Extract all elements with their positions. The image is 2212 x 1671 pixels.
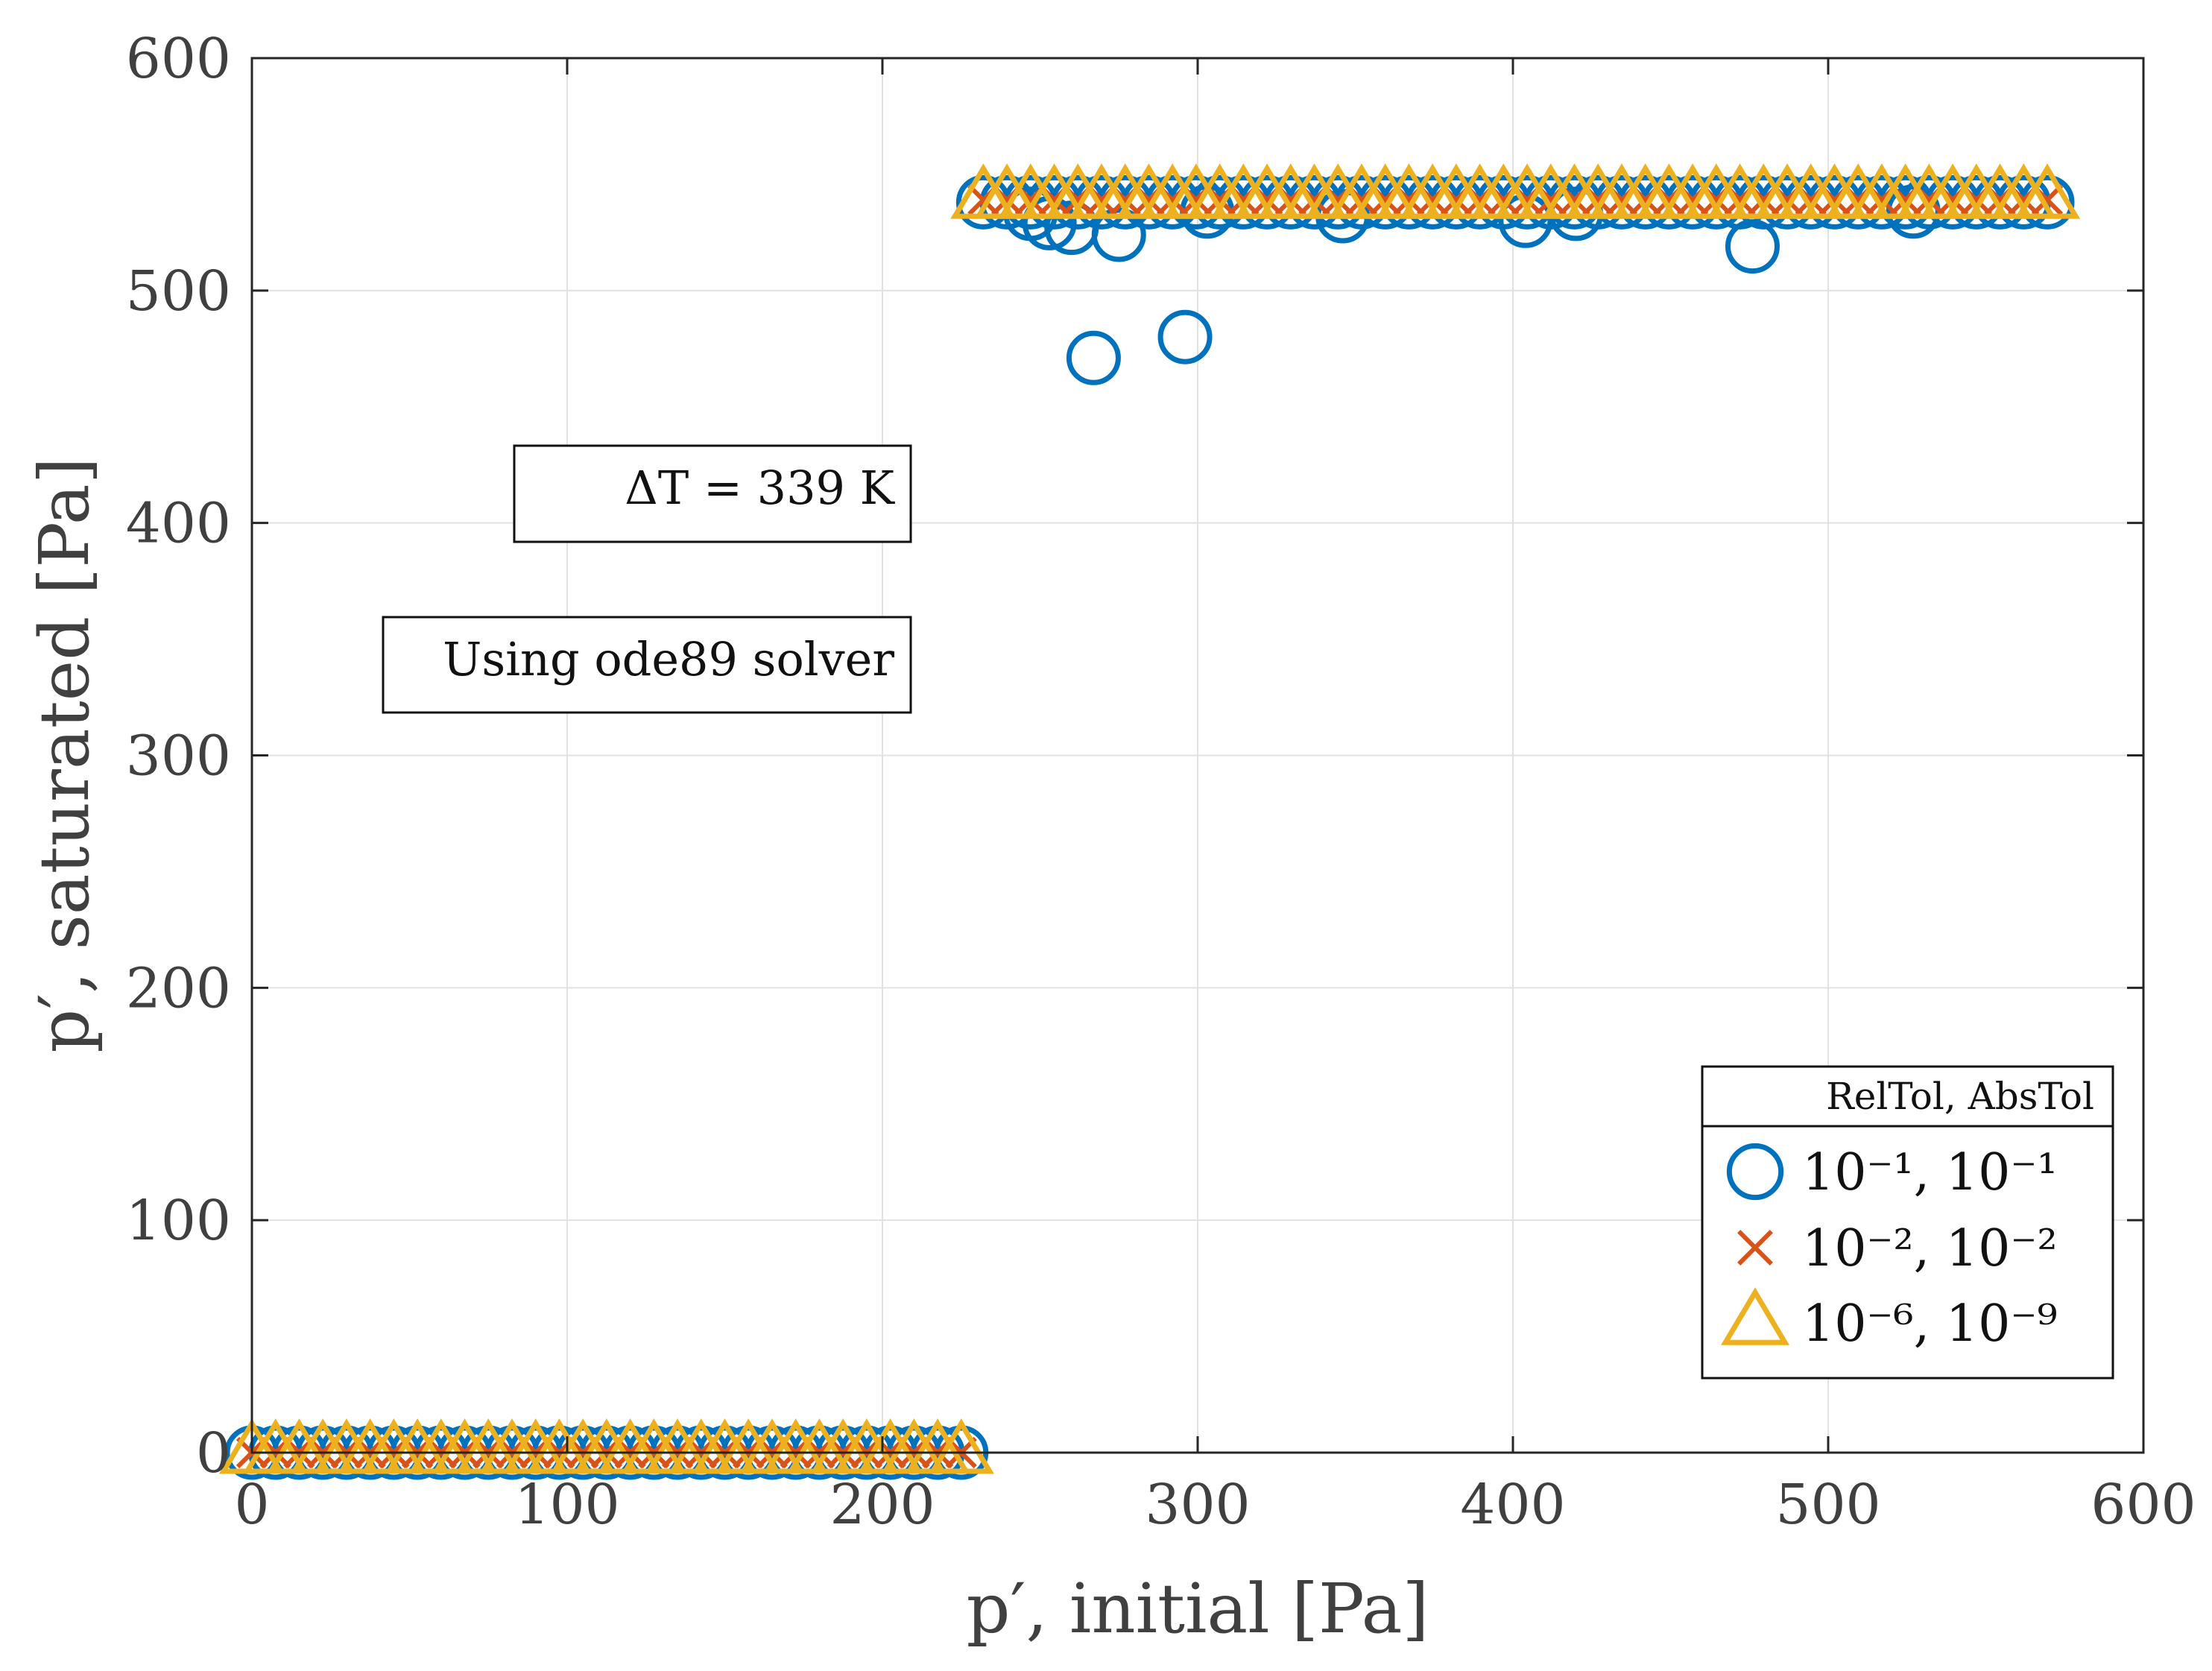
x-tick-label: 400	[1460, 1473, 1565, 1537]
data-point-triangle	[928, 1418, 994, 1474]
y-tick-label: 300	[126, 724, 231, 789]
x-tick-label: 600	[2091, 1473, 2196, 1537]
annotation-delta-t: ΔT = 339 K	[513, 444, 912, 543]
x-axis-label: p′, initial [Pa]	[967, 1569, 1429, 1649]
y-tick-label: 200	[126, 956, 231, 1020]
legend-title: RelTol, AbsTol	[1826, 1075, 2094, 1118]
legend-entry-label: 10⁻², 10⁻²	[1802, 1219, 2058, 1278]
data-point-triangle	[2014, 163, 2081, 219]
legend-entry: 10⁻⁶, 10⁻⁹	[1720, 1287, 2058, 1353]
y-tick-label: 600	[126, 27, 231, 91]
y-tick-label: 400	[126, 492, 231, 556]
gridlines	[252, 58, 2143, 1453]
y-tick-label: 0	[196, 1421, 231, 1485]
data-point-circle	[1726, 1143, 1784, 1201]
data-point-circle	[1157, 309, 1213, 364]
series-triangle	[218, 163, 2081, 1474]
tick-marks	[250, 57, 2145, 1454]
legend-entry-label: 10⁻¹, 10⁻¹	[1802, 1143, 2058, 1202]
x-tick-label: 200	[829, 1473, 935, 1537]
data-point-x	[1737, 1230, 1773, 1266]
legend-box	[1701, 1065, 2114, 1380]
data-point-triangle	[1720, 1287, 1790, 1345]
annotation-text: Using ode89 solver	[443, 632, 894, 686]
y-tick-label: 100	[126, 1189, 231, 1253]
legend: RelTol, AbsTol 10⁻¹, 10⁻¹ 10⁻², 10⁻² 10⁻⁶,…	[1701, 1065, 2114, 1380]
x-tick-label: 0	[234, 1473, 269, 1537]
x-tick-label: 500	[1775, 1473, 1880, 1537]
data-point-circle	[1066, 330, 1121, 385]
annotation-box	[513, 444, 912, 543]
legend-entry: 10⁻¹, 10⁻¹	[1726, 1143, 2058, 1202]
annotation-box	[382, 616, 912, 714]
x-tick-label: 300	[1145, 1473, 1250, 1537]
legend-entries: 10⁻¹, 10⁻¹ 10⁻², 10⁻² 10⁻⁶, 10⁻⁹	[1720, 1143, 2058, 1353]
annotation-solver: Using ode89 solver	[382, 616, 912, 714]
tick-labels: 0 100 200 300 400 500 600 0 100 200 300 400 500 600	[126, 27, 2196, 1537]
legend-entry: 10⁻², 10⁻²	[1737, 1219, 2058, 1278]
annotation-text: ΔT = 339 K	[625, 461, 896, 515]
data-point-circle	[1091, 207, 1146, 262]
legend-entry-label: 10⁻⁶, 10⁻⁹	[1802, 1295, 2058, 1353]
y-tick-label: 500	[126, 259, 231, 323]
data-point-circle	[1725, 219, 1780, 274]
x-tick-label: 100	[514, 1473, 619, 1537]
y-axis-label: p′, saturated [Pa]	[25, 457, 104, 1052]
data-marks	[218, 163, 2081, 1480]
